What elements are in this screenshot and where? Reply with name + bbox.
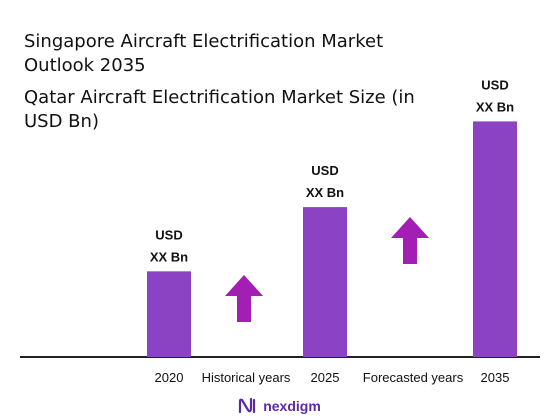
- historical-growth-arrow: [225, 275, 263, 322]
- chart-title: Singapore Aircraft Electrification Marke…: [24, 31, 384, 76]
- bar-2020: [147, 271, 191, 357]
- period-label-1: Historical years: [202, 370, 291, 385]
- data-label-2025-2: XX Bn: [306, 185, 344, 200]
- x-tick-label-2035: 2035: [481, 370, 510, 385]
- bar-2035: [473, 121, 517, 358]
- x-tick-label-2020: 2020: [155, 370, 184, 385]
- brand-logo: nexdigm: [0, 396, 559, 416]
- data-label-2020-1: USD: [155, 227, 182, 242]
- nexdigm-logo-icon: [239, 397, 256, 414]
- brand-name: nexdigm: [263, 398, 321, 414]
- forecast-growth-arrow: [391, 217, 429, 264]
- data-label-2025-1: USD: [311, 163, 338, 178]
- chart-subtitle: Qatar Aircraft Electrification Market Si…: [24, 87, 415, 132]
- data-label-2035-2: XX Bn: [476, 99, 514, 114]
- data-label-2035-1: USD: [481, 77, 508, 92]
- data-label-2020-2: XX Bn: [150, 249, 188, 264]
- x-tick-label-2025: 2025: [311, 370, 340, 385]
- bar-2025: [303, 207, 347, 357]
- period-label-2: Forecasted years: [363, 370, 464, 385]
